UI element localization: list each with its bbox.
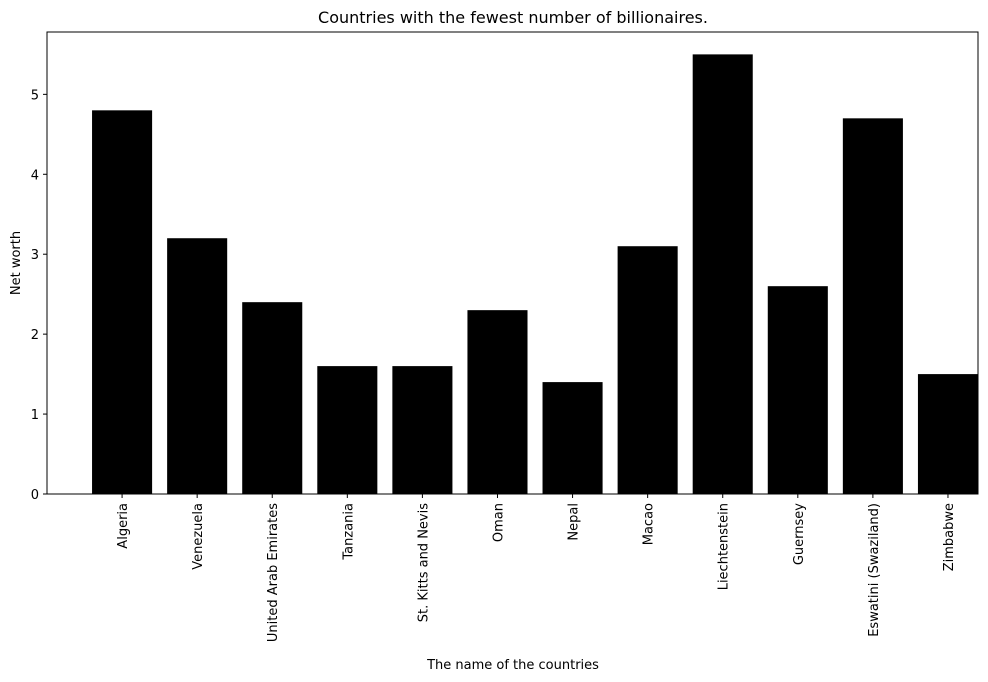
- x-axis-label: The name of the countries: [426, 658, 599, 673]
- bar-oman: [467, 310, 528, 494]
- x-tick-label: Eswatini (Swaziland): [867, 503, 882, 637]
- x-tick-label: Guernsey: [792, 503, 807, 565]
- x-axis-ticks: Algeria Venezuela United Arab Emirates Tanz…: [116, 494, 957, 642]
- bar-united-arab-emirates: [242, 302, 303, 494]
- x-tick-label: United Arab Emirates: [266, 503, 281, 642]
- bar-algeria: [92, 110, 153, 494]
- bar-tanzania: [317, 366, 378, 494]
- plot-frame: [46, 31, 979, 495]
- y-tick-label: 0: [31, 488, 39, 503]
- y-tick-label: 4: [31, 168, 39, 183]
- y-tick-label: 2: [31, 328, 39, 343]
- x-tick-label: Nepal: [567, 503, 582, 541]
- x-tick-label: Tanzania: [341, 503, 356, 561]
- x-tick-label: Zimbabwe: [942, 503, 957, 571]
- y-tick-label: 1: [31, 408, 39, 423]
- y-tick-label: 3: [31, 248, 39, 263]
- y-axis-label: Net worth: [9, 231, 24, 295]
- bar-venezuela: [167, 238, 228, 494]
- bar-liechtenstein: [692, 54, 753, 494]
- y-tick-label: 5: [31, 88, 39, 103]
- y-axis-ticks: 0 1 2 3 4 5: [31, 88, 47, 503]
- bar-macao: [617, 246, 678, 494]
- bar-st-kitts-and-nevis: [392, 366, 453, 494]
- bar-eswatini-swaziland: [842, 118, 903, 494]
- bars-group: [92, 54, 978, 494]
- x-tick-label: Algeria: [116, 503, 131, 549]
- x-tick-label: Macao: [642, 503, 657, 545]
- x-tick-label: Liechtenstein: [717, 503, 732, 590]
- bar-zimbabwe: [917, 374, 978, 494]
- x-tick-label: Oman: [491, 503, 506, 542]
- x-tick-label: Venezuela: [191, 503, 206, 570]
- bar-guernsey: [767, 286, 828, 494]
- x-tick-label: St. Kitts and Nevis: [416, 503, 431, 622]
- chart-title: Countries with the fewest number of bill…: [318, 8, 708, 27]
- bar-nepal: [542, 382, 603, 494]
